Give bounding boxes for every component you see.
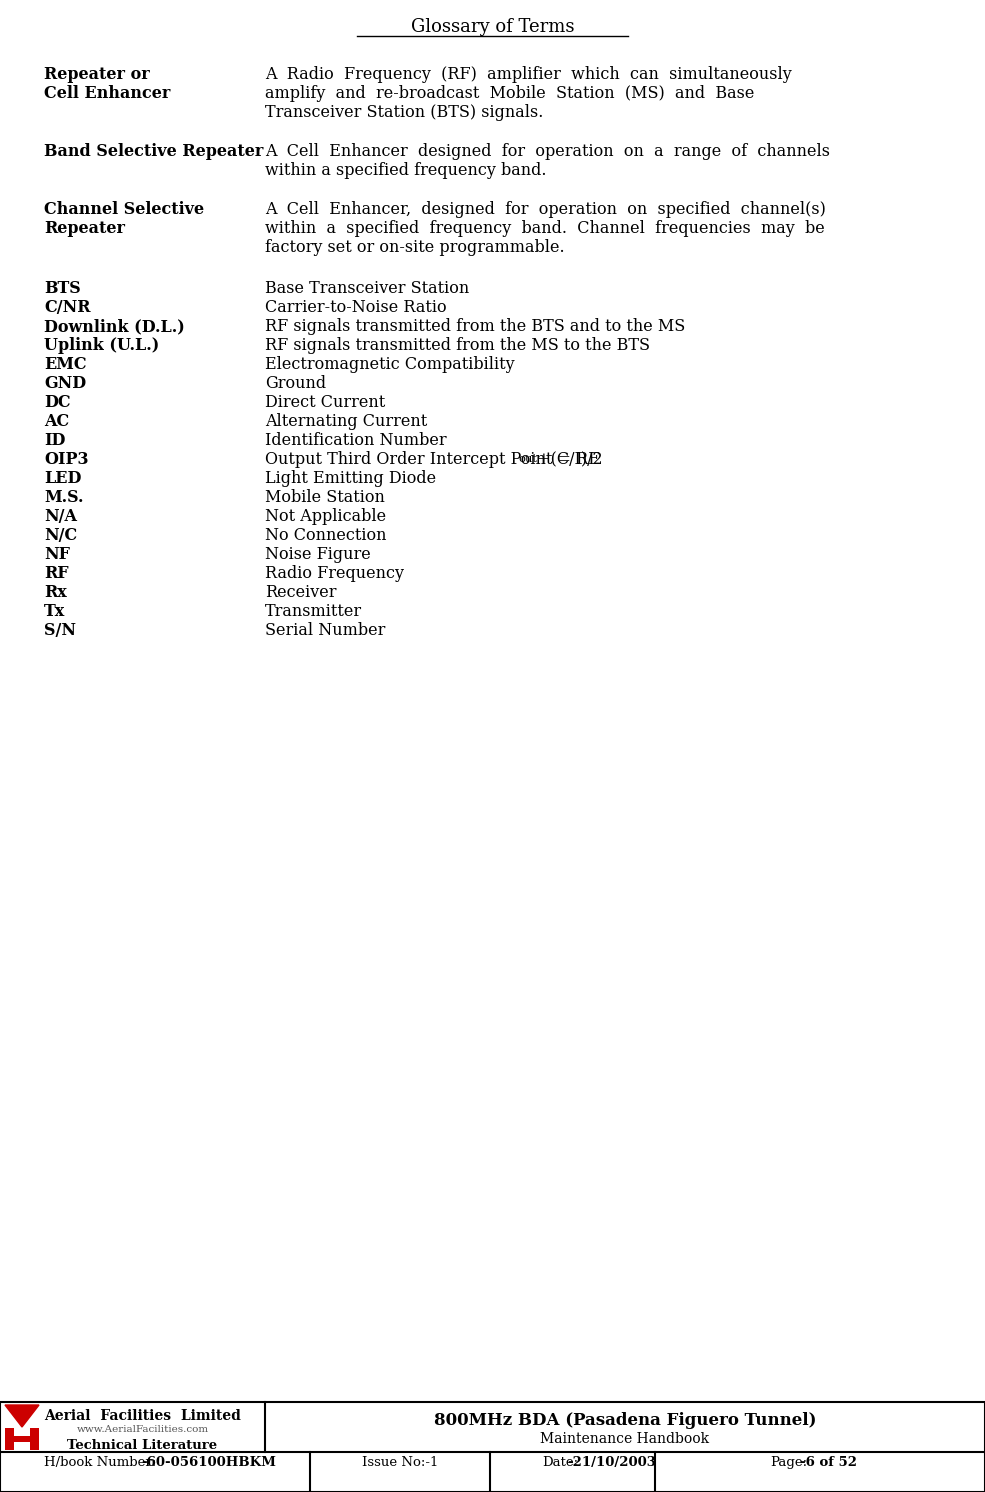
Text: Channel Selective: Channel Selective — [44, 201, 204, 218]
Bar — [0, 1402, 985, 1492]
Text: Glossary of Terms: Glossary of Terms — [411, 18, 574, 36]
Text: NF: NF — [44, 546, 70, 562]
Text: Issue No:-1: Issue No:-1 — [361, 1456, 438, 1470]
Text: Receiver: Receiver — [265, 583, 337, 601]
Text: Electromagnetic Compatibility: Electromagnetic Compatibility — [265, 357, 514, 373]
Text: Transmitter: Transmitter — [265, 603, 362, 621]
Text: Page:: Page: — [770, 1456, 807, 1470]
Text: S/N: S/N — [44, 622, 76, 639]
Text: Noise Figure: Noise Figure — [265, 546, 370, 562]
Text: A  Cell  Enhancer  designed  for  operation  on  a  range  of  channels: A Cell Enhancer designed for operation o… — [265, 143, 830, 160]
Text: -21/10/2003: -21/10/2003 — [567, 1456, 656, 1470]
Text: Downlink (D.L.): Downlink (D.L.) — [44, 318, 185, 336]
Text: out: out — [518, 454, 538, 464]
Bar — [14, 1435, 30, 1443]
Text: A  Cell  Enhancer,  designed  for  operation  on  specified  channel(s): A Cell Enhancer, designed for operation … — [265, 201, 825, 218]
Text: Alternating Current: Alternating Current — [265, 413, 427, 430]
Text: Tx: Tx — [44, 603, 65, 621]
Text: RF signals transmitted from the MS to the BTS: RF signals transmitted from the MS to th… — [265, 337, 650, 354]
Text: ID: ID — [44, 433, 65, 449]
Text: -60-056100HBKM: -60-056100HBKM — [141, 1456, 276, 1470]
Text: A  Radio  Frequency  (RF)  amplifier  which  can  simultaneously: A Radio Frequency (RF) amplifier which c… — [265, 66, 792, 84]
Text: RF: RF — [44, 565, 69, 582]
Text: AC: AC — [44, 413, 69, 430]
Text: within a specified frequency band.: within a specified frequency band. — [265, 163, 547, 179]
Text: EMC: EMC — [44, 357, 87, 373]
Text: Maintenance Handbook: Maintenance Handbook — [541, 1432, 709, 1446]
Text: Radio Frequency: Radio Frequency — [265, 565, 404, 582]
Text: M.S.: M.S. — [44, 489, 84, 506]
Text: Aerial  Facilities  Limited: Aerial Facilities Limited — [44, 1408, 241, 1423]
Text: Cell Enhancer: Cell Enhancer — [44, 85, 170, 101]
Text: Identification Number: Identification Number — [265, 433, 446, 449]
Text: Mobile Station: Mobile Station — [265, 489, 385, 506]
Text: factory set or on-site programmable.: factory set or on-site programmable. — [265, 239, 564, 257]
Text: GND: GND — [44, 374, 86, 392]
Text: Band Selective Repeater: Band Selective Repeater — [44, 143, 263, 160]
Text: OIP3: OIP3 — [44, 451, 89, 468]
Text: Output Third Order Intercept Point = RF: Output Third Order Intercept Point = RF — [265, 451, 600, 468]
Text: Repeater: Repeater — [44, 219, 125, 237]
Text: www.AerialFacilities.com: www.AerialFacilities.com — [77, 1425, 209, 1434]
Text: H/book Number:: H/book Number: — [44, 1456, 157, 1470]
Text: 800MHz BDA (Pasadena Figuero Tunnel): 800MHz BDA (Pasadena Figuero Tunnel) — [433, 1411, 817, 1429]
Text: C/NR: C/NR — [44, 298, 91, 316]
Text: Light Emitting Diode: Light Emitting Diode — [265, 470, 436, 486]
Bar — [5, 1428, 14, 1450]
Text: +(C/I)/2: +(C/I)/2 — [532, 451, 602, 468]
Bar — [30, 1428, 39, 1450]
Text: Date:: Date: — [543, 1456, 578, 1470]
Text: Repeater or: Repeater or — [44, 66, 150, 84]
Text: Direct Current: Direct Current — [265, 394, 385, 410]
Text: Rx: Rx — [44, 583, 67, 601]
Text: Uplink (U.L.): Uplink (U.L.) — [44, 337, 160, 354]
Text: LED: LED — [44, 470, 82, 486]
Text: Ground: Ground — [265, 374, 326, 392]
Text: No Connection: No Connection — [265, 527, 386, 545]
Polygon shape — [5, 1405, 39, 1426]
Text: DC: DC — [44, 394, 71, 410]
Text: Not Applicable: Not Applicable — [265, 507, 386, 525]
Text: N/C: N/C — [44, 527, 77, 545]
Text: Serial Number: Serial Number — [265, 622, 385, 639]
Text: Carrier-to-Noise Ratio: Carrier-to-Noise Ratio — [265, 298, 446, 316]
Text: amplify  and  re-broadcast  Mobile  Station  (MS)  and  Base: amplify and re-broadcast Mobile Station … — [265, 85, 755, 101]
Text: Technical Literature: Technical Literature — [67, 1438, 218, 1452]
Text: Transceiver Station (BTS) signals.: Transceiver Station (BTS) signals. — [265, 104, 544, 121]
Text: N/A: N/A — [44, 507, 77, 525]
Text: RF signals transmitted from the BTS and to the MS: RF signals transmitted from the BTS and … — [265, 318, 686, 336]
Text: -6 of 52: -6 of 52 — [800, 1456, 857, 1470]
Text: BTS: BTS — [44, 280, 81, 297]
Text: Base Transceiver Station: Base Transceiver Station — [265, 280, 469, 297]
Text: within  a  specified  frequency  band.  Channel  frequencies  may  be: within a specified frequency band. Chann… — [265, 219, 824, 237]
